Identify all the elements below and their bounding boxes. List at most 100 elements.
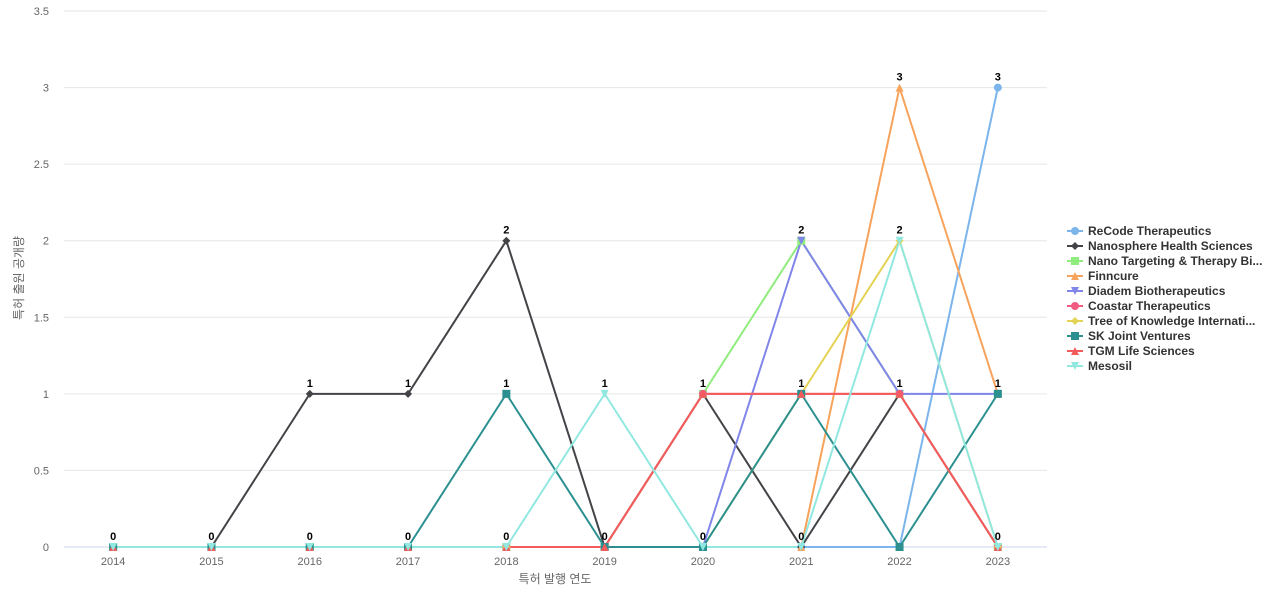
legend-label: Nanosphere Health Sciences [1088,239,1253,253]
y-tick-label: 3 [43,83,49,95]
x-tick-label: 2021 [789,556,813,568]
legend-item[interactable]: Finncure [1067,269,1139,283]
y-tick-label: 0 [43,542,49,554]
legend-symbol [1071,347,1079,355]
y-tick-label: 1.5 [34,312,49,324]
data-label: 0 [307,531,313,543]
y-tick-label: 2.5 [34,159,49,171]
legend-item[interactable]: Nano Targeting & Therapy Bi... [1067,254,1262,268]
x-tick-label: 2016 [298,556,322,568]
data-point[interactable] [895,236,904,245]
legend-symbol [1071,302,1079,310]
x-tick-label: 2014 [101,556,125,568]
data-point[interactable] [502,236,511,245]
data-labels: 0 0 1 1 2 1 1 2 3 3 1 1 2 1 0 0 0 0 0 0 1 0 [110,72,1001,543]
legend-label: Tree of Knowledge Internati... [1088,314,1255,328]
data-point[interactable] [600,389,609,398]
legend-item[interactable]: ReCode Therapeutics [1067,224,1212,238]
data-point[interactable] [600,543,609,551]
data-point[interactable] [895,543,904,551]
data-label: 1 [307,378,313,390]
legend-symbol [1071,272,1079,280]
legend-item[interactable]: Coastar Therapeutics [1067,299,1211,313]
data-label: 0 [995,531,1001,543]
data-label: 0 [602,531,608,543]
data-point[interactable] [109,543,118,551]
data-point[interactable] [797,543,806,551]
data-label: 0 [110,531,116,543]
legend-item[interactable]: TGM Life Sciences [1067,344,1195,358]
y-gridlines [64,10,1047,471]
legend-label: ReCode Therapeutics [1088,224,1212,238]
x-tick-label: 2020 [691,556,715,568]
data-point[interactable] [207,543,216,551]
data-point[interactable] [404,543,413,551]
data-point[interactable] [502,543,511,551]
data-label: 0 [700,531,706,543]
data-point[interactable] [895,83,904,92]
data-point[interactable] [797,389,806,398]
x-axis-ticks: 2014 2015 2016 2017 2018 2019 2020 2021 2022 2023 [101,556,1010,568]
x-axis-title: 특허 발행 연도 [519,571,592,586]
legend-item[interactable]: Diadem Biotherapeutics [1067,284,1226,298]
y-tick-label: 0.5 [34,465,49,477]
x-tick-label: 2017 [396,556,420,568]
legend-item[interactable]: Mesosil [1067,359,1132,373]
data-label: 3 [896,72,902,84]
data-point[interactable] [305,389,314,398]
y-axis-ticks: 0 0.5 1 1.5 2 2.5 3 3.5 [34,6,49,554]
y-tick-label: 3.5 [34,6,49,18]
legend-label: TGM Life Sciences [1088,344,1195,358]
legend-symbol [1071,227,1079,235]
data-label: 1 [798,378,804,390]
legend-label: Nano Targeting & Therapy Bi... [1088,254,1262,268]
legend-symbol [1071,317,1079,325]
data-point[interactable] [305,543,314,551]
data-point[interactable] [797,236,806,245]
data-label: 2 [503,225,509,237]
legend-symbol [1071,257,1079,265]
series-markers [109,83,1002,551]
x-tick-label: 2023 [986,556,1010,568]
data-label: 0 [798,531,804,543]
data-label: 1 [896,378,902,390]
data-label: 1 [503,378,509,390]
legend-label: Finncure [1088,269,1139,283]
data-label: 1 [995,378,1001,390]
data-point[interactable] [993,543,1002,551]
legend-label: SK Joint Ventures [1088,329,1191,343]
data-point[interactable] [993,83,1002,92]
legend-item[interactable]: Tree of Knowledge Internati... [1067,314,1255,328]
x-tick-label: 2018 [494,556,518,568]
data-point[interactable] [993,389,1002,398]
data-point[interactable] [404,389,413,398]
data-label: 1 [602,378,608,390]
data-label: 0 [208,531,214,543]
data-label: 1 [700,378,706,390]
series-line[interactable] [112,239,999,548]
legend-label: Mesosil [1088,359,1132,373]
legend-symbol [1071,332,1079,340]
data-label: 2 [798,225,804,237]
data-label: 2 [896,225,902,237]
legend-label: Diadem Biotherapeutics [1088,284,1226,298]
data-label: 1 [405,378,411,390]
x-tick-label: 2019 [592,556,616,568]
data-point[interactable] [502,389,511,398]
data-point[interactable] [895,389,904,398]
data-label: 3 [995,72,1001,84]
legend-symbol [1071,287,1079,295]
data-point[interactable] [698,389,707,398]
x-tick-label: 2022 [887,556,911,568]
legend-item[interactable]: SK Joint Ventures [1067,329,1191,343]
series-lines [112,86,999,548]
legend-item[interactable]: Nanosphere Health Sciences [1067,239,1253,253]
y-axis-title: 특허 출원 공개량 [12,236,26,320]
data-point[interactable] [698,543,707,551]
data-label: 0 [405,531,411,543]
legend-symbol [1071,242,1079,250]
x-tick-label: 2015 [199,556,223,568]
legend-symbol [1071,362,1079,370]
